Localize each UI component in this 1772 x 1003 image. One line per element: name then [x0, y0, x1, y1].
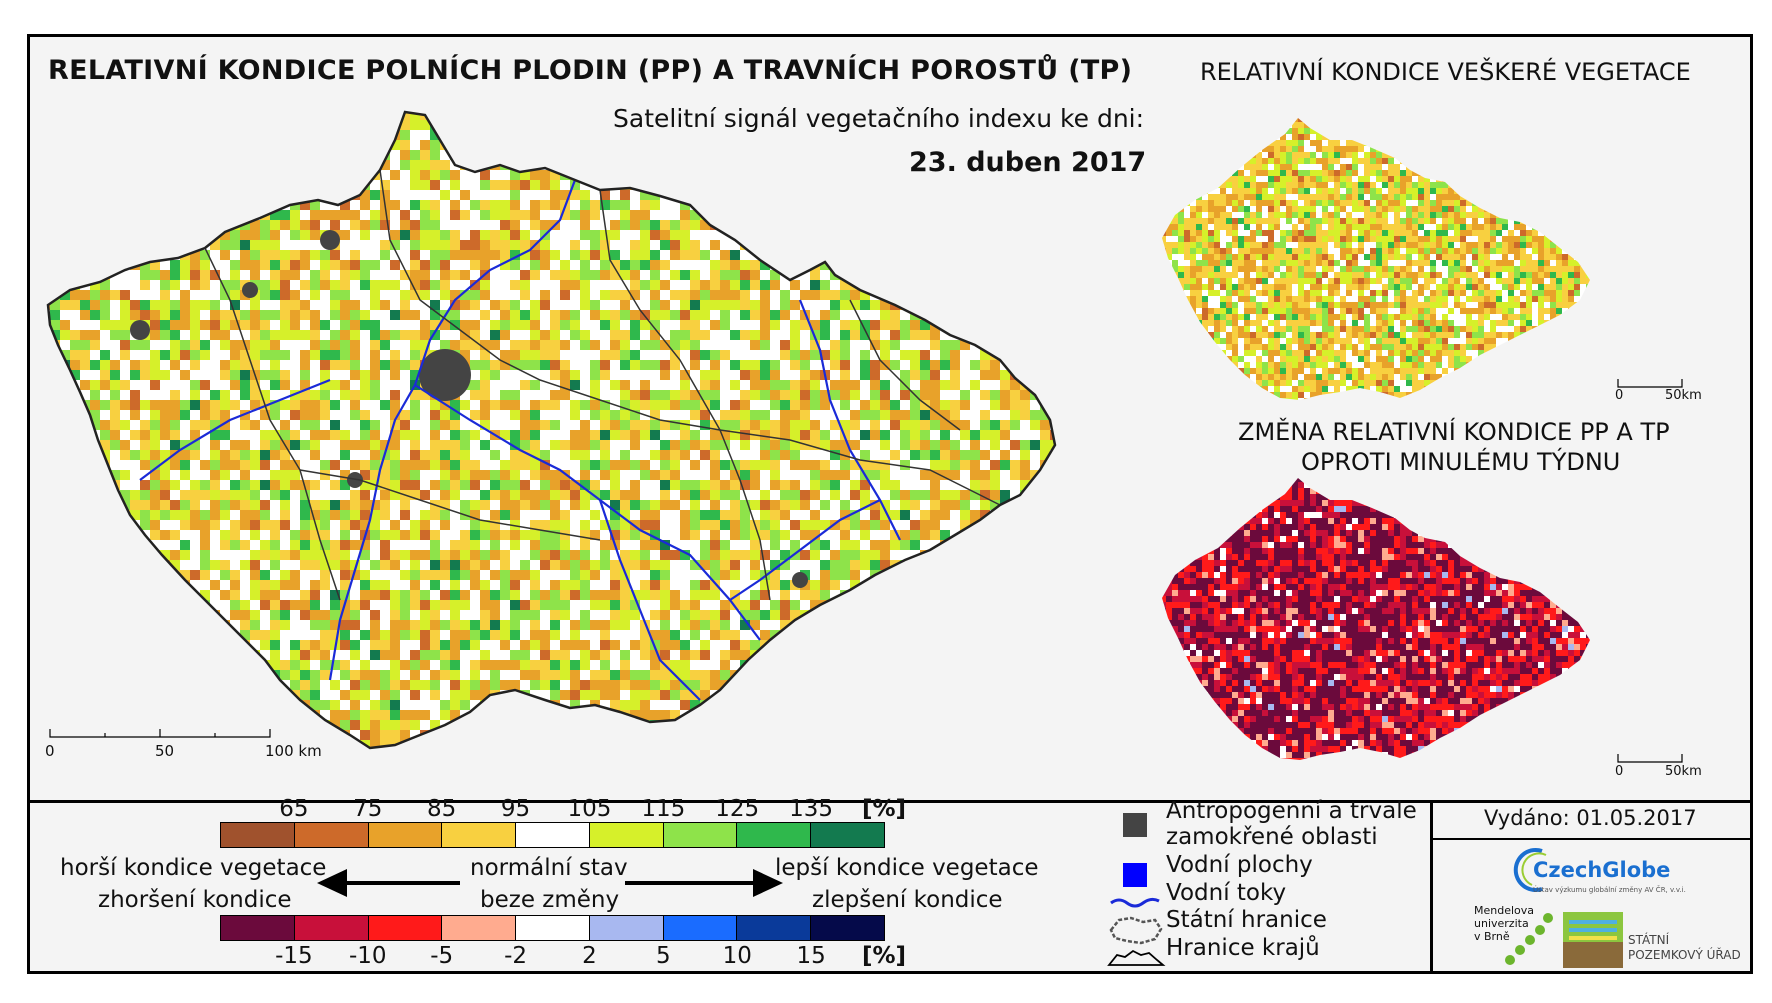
change-scale-zero: 0 [1615, 764, 1624, 779]
change-color-swatch-0 [221, 916, 295, 940]
arrows [317, 869, 783, 897]
condition-label-2: 85 [427, 796, 457, 822]
anthropogenic-icon [1123, 813, 1147, 837]
change-scale-end: 50km [1665, 764, 1702, 779]
vegetation-raster [1162, 118, 1590, 400]
anthropogenic-label-1: Antropogenní a trvale [1166, 798, 1417, 824]
region-border-label: Hranice krajů [1166, 935, 1320, 961]
legend-divider [27, 800, 1753, 803]
condition-color-swatch-2 [368, 823, 443, 847]
condition-label-4: 105 [567, 796, 612, 822]
condition-color-swatch-7 [737, 823, 812, 847]
change-color-swatch-7 [737, 916, 812, 940]
change-title-line1: ZMĚNA RELATIVNÍ KONDICE PP A TP [1238, 418, 1670, 446]
change-label-4: 2 [582, 943, 597, 969]
subtitle: Satelitní signál vegetačního indexu ke d… [613, 104, 1145, 133]
condition-label-7: 135 [789, 796, 834, 822]
right-arrow-icon [625, 869, 783, 897]
issued-divider [1430, 838, 1753, 840]
main-title: RELATIVNÍ KONDICE POLNÍCH PLODIN (PP) A … [48, 55, 1133, 86]
normal-label-1: normální stav [470, 855, 628, 881]
condition-color-swatch-1 [294, 823, 369, 847]
spu-logo-icon [1563, 912, 1623, 968]
czechglobe-logo-text: CzechGlobe [1533, 858, 1671, 882]
change-color-swatch-8 [811, 916, 885, 940]
change-color-swatch-6 [663, 916, 738, 940]
main-scale-end: 100 km [265, 742, 322, 760]
vegetation-scale-bar [1617, 379, 1683, 388]
better-label-2: zlepšení kondice [812, 887, 1003, 913]
change-color-swatch-5 [589, 916, 664, 940]
change-label-6: 10 [722, 943, 752, 969]
state-border-icon [1109, 916, 1163, 945]
issued-date: Vydáno: 01.05.2017 [1484, 806, 1697, 830]
change-raster [1162, 478, 1590, 760]
mendel-logo-text-3: v Brně [1474, 930, 1510, 943]
change-label-3: -2 [504, 943, 528, 969]
left-arrow-icon [317, 869, 460, 897]
change-label-1: -10 [348, 943, 387, 969]
change-label-7: 15 [796, 943, 826, 969]
change-label-5: 5 [656, 943, 671, 969]
worse-label-2: zhoršení kondice [98, 887, 292, 913]
mendel-logo-icon [1505, 913, 1553, 965]
water-bodies-icon [1123, 863, 1147, 887]
change-unit: [%] [862, 943, 907, 969]
mendel-logo-text-1: Mendelova [1474, 904, 1535, 917]
normal-label-2: beze změny [480, 887, 620, 913]
condition-color-swatch-0 [221, 823, 295, 847]
condition-color-swatch-5 [589, 823, 664, 847]
vegetation-scale-zero: 0 [1615, 388, 1624, 403]
river-icon [1110, 897, 1160, 908]
condition-color-swatch-6 [663, 823, 738, 847]
change-label-0: -15 [275, 943, 313, 969]
condition-label-1: 75 [353, 796, 383, 822]
condition-color-bar [220, 822, 885, 848]
condition-label-3: 95 [500, 796, 531, 822]
change-color-swatch-2 [368, 916, 443, 940]
change-scale-bar [1617, 754, 1683, 763]
spu-logo-text-2: POZEMKOVÝ ÚŘAD [1628, 948, 1741, 962]
main-scale-bar [49, 729, 271, 738]
vegetation-scale-end: 50km [1665, 388, 1702, 403]
anthropogenic-label-2: zamokřené oblasti [1166, 824, 1378, 850]
condition-label-6: 125 [715, 796, 760, 822]
condition-unit: [%] [862, 796, 907, 822]
change-color-swatch-4 [516, 916, 590, 940]
condition-label-5: 115 [641, 796, 686, 822]
change-color-bar [220, 915, 885, 941]
condition-color-swatch-8 [811, 823, 885, 847]
symbol-icons [1107, 813, 1166, 966]
condition-color-swatch-3 [442, 823, 517, 847]
vegetation-title: RELATIVNÍ KONDICE VEŠKERÉ VEGETACE [1200, 58, 1691, 86]
czechglobe-logo-icon [1513, 848, 1547, 892]
region-border-icon [1107, 949, 1166, 966]
water-bodies-label: Vodní plochy [1166, 852, 1313, 878]
change-title-line2: OPROTI MINULÉMU TÝDNU [1301, 448, 1621, 476]
worse-label-1: horší kondice vegetace [60, 855, 327, 881]
change-color-swatch-3 [442, 916, 517, 940]
mendel-logo-text-2: univerzita [1474, 917, 1529, 930]
main-scale-mid: 50 [155, 742, 175, 760]
spu-logo-text-1: STÁTNÍ [1628, 933, 1670, 947]
state-border-label: Státní hranice [1166, 907, 1327, 933]
condition-label-0: 65 [279, 796, 309, 822]
main-rivers [139, 179, 901, 701]
rivers-label: Vodní toky [1166, 880, 1287, 906]
condition-color-swatch-4 [516, 823, 590, 847]
change-color-swatch-1 [294, 916, 369, 940]
czechglobe-logo-subtext: Ústav výzkumu globální změny AV ČR, v.v.… [1533, 886, 1686, 894]
main-scale-zero: 0 [45, 742, 55, 760]
main-region-borders [204, 169, 1001, 601]
date-title: 23. duben 2017 [909, 147, 1147, 178]
change-label-2: -5 [430, 943, 454, 969]
better-label-1: lepší kondice vegetace [775, 855, 1039, 881]
logo-divider [1430, 800, 1433, 974]
